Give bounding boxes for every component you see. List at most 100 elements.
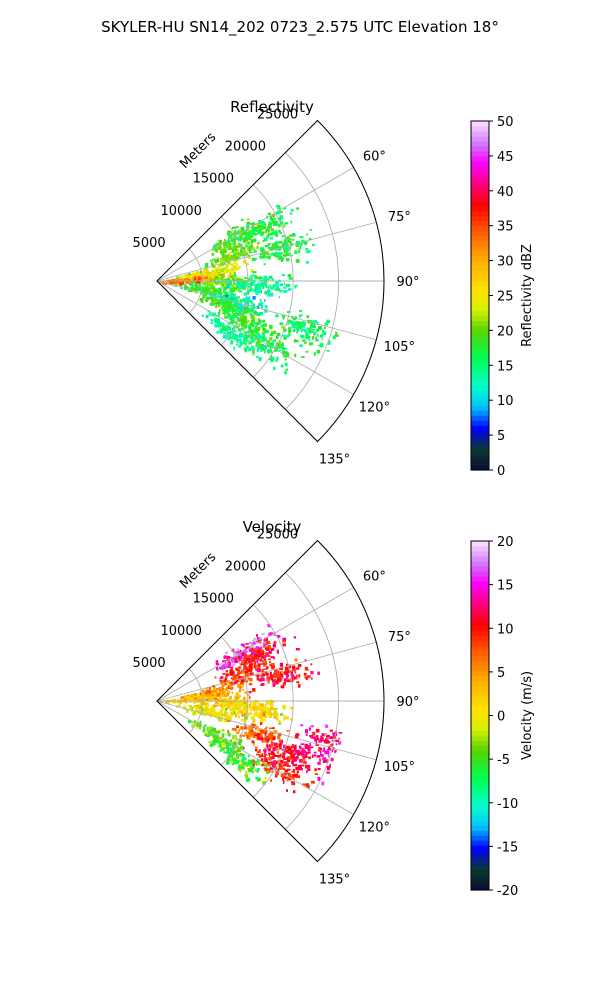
data-cell bbox=[220, 268, 225, 273]
data-cell bbox=[249, 335, 252, 339]
data-cell bbox=[236, 343, 239, 346]
data-cell bbox=[247, 221, 250, 225]
data-cell bbox=[244, 235, 248, 239]
data-cell bbox=[236, 700, 240, 703]
data-cell bbox=[326, 771, 330, 774]
data-cell bbox=[318, 747, 322, 750]
data-cell bbox=[214, 676, 217, 679]
data-cell bbox=[249, 725, 254, 729]
range-tick-label: 25000 bbox=[257, 108, 298, 123]
data-cell bbox=[236, 672, 239, 677]
data-cell bbox=[203, 698, 208, 702]
colorbar-segment bbox=[471, 750, 489, 756]
data-cell bbox=[190, 281, 194, 284]
data-cell bbox=[258, 647, 262, 651]
data-cell bbox=[247, 300, 251, 303]
data-cell bbox=[252, 703, 255, 707]
colorbar-tick-label: 40 bbox=[497, 185, 514, 200]
data-cell bbox=[309, 324, 314, 329]
data-cell bbox=[284, 769, 288, 773]
radial-gridline bbox=[156, 700, 377, 761]
colorbar-tick-label: -10 bbox=[497, 797, 518, 812]
data-cell bbox=[260, 277, 263, 279]
data-cell bbox=[283, 347, 288, 350]
data-cell bbox=[305, 261, 309, 264]
data-cell bbox=[193, 720, 197, 724]
data-cell bbox=[255, 223, 260, 226]
data-cell bbox=[295, 766, 300, 771]
data-cell bbox=[202, 712, 205, 716]
data-cell bbox=[209, 743, 213, 747]
data-cell bbox=[225, 241, 228, 243]
data-cell bbox=[181, 281, 184, 284]
colorbar-segment bbox=[471, 575, 489, 582]
data-cell bbox=[185, 698, 188, 703]
data-cell bbox=[211, 293, 214, 295]
data-cell bbox=[230, 283, 233, 286]
colorbar-segment bbox=[471, 195, 489, 202]
data-cell bbox=[219, 273, 223, 276]
data-cell bbox=[183, 281, 187, 284]
data-cell bbox=[199, 281, 204, 284]
data-cell bbox=[285, 328, 287, 332]
data-cell bbox=[228, 662, 232, 666]
data-cell bbox=[256, 732, 258, 736]
data-cell bbox=[203, 276, 205, 281]
data-cell bbox=[226, 688, 229, 692]
data-cell bbox=[307, 745, 310, 747]
data-cell bbox=[208, 712, 213, 716]
data-cell bbox=[259, 658, 262, 661]
data-cell bbox=[310, 663, 313, 666]
data-cell bbox=[278, 720, 281, 723]
colorbar-segment bbox=[471, 770, 489, 776]
data-cell bbox=[225, 308, 228, 312]
data-cell bbox=[308, 756, 311, 760]
data-cell bbox=[287, 274, 292, 278]
data-cell bbox=[236, 263, 239, 266]
colorbar-segment bbox=[471, 630, 489, 637]
data-cell bbox=[247, 247, 250, 251]
data-cell bbox=[229, 297, 231, 300]
data-cell bbox=[292, 317, 297, 321]
data-cell bbox=[229, 685, 232, 689]
data-cell bbox=[286, 352, 290, 357]
range-tick-label: 25000 bbox=[257, 528, 298, 543]
data-cell bbox=[231, 663, 236, 666]
data-cell bbox=[325, 733, 327, 735]
data-cell bbox=[279, 231, 283, 234]
data-cell bbox=[275, 223, 279, 226]
data-cell bbox=[225, 291, 229, 295]
data-cell bbox=[242, 707, 245, 711]
data-cell bbox=[250, 246, 253, 250]
data-cell bbox=[237, 697, 240, 699]
data-cell bbox=[267, 710, 269, 715]
data-cell bbox=[264, 776, 267, 780]
data-cell bbox=[283, 750, 287, 752]
colorbar-segment bbox=[471, 650, 489, 657]
data-cell bbox=[215, 274, 217, 277]
data-cell bbox=[223, 283, 226, 286]
data-cell bbox=[245, 281, 248, 283]
data-cell bbox=[306, 329, 310, 332]
data-cell bbox=[227, 744, 231, 747]
colorbar-segment bbox=[471, 860, 489, 866]
data-cell bbox=[222, 267, 226, 271]
data-cell bbox=[229, 280, 233, 284]
data-cell bbox=[253, 638, 256, 640]
data-cell bbox=[213, 274, 217, 277]
data-cell bbox=[263, 237, 268, 242]
data-cell bbox=[224, 677, 228, 682]
data-cell bbox=[220, 682, 223, 684]
data-cell bbox=[216, 698, 220, 701]
data-cell bbox=[201, 708, 204, 713]
colorbar-tick-label: 0 bbox=[497, 710, 505, 725]
data-cell bbox=[226, 759, 231, 762]
data-cell bbox=[316, 755, 321, 758]
data-cell bbox=[293, 676, 297, 680]
colorbar-segment bbox=[471, 785, 489, 791]
colorbar-segment bbox=[471, 245, 489, 252]
data-cell bbox=[214, 324, 218, 328]
data-cell bbox=[242, 655, 245, 660]
data-cell bbox=[217, 264, 221, 268]
colorbar-segment bbox=[471, 720, 489, 727]
